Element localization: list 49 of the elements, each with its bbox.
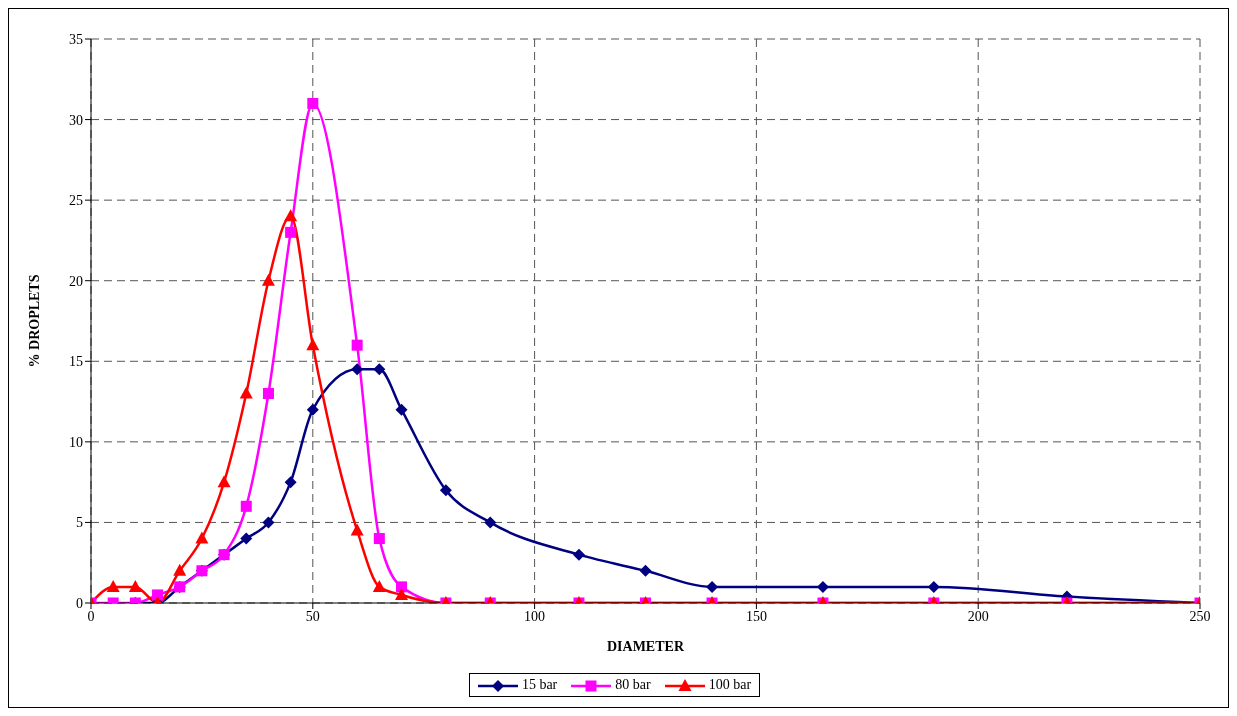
x-tick-label: 200 [967,608,989,624]
point [351,339,363,351]
point [396,581,408,593]
point [484,516,497,529]
point [106,579,120,592]
legend-label: 80 bar [614,677,651,693]
point [240,532,253,545]
x-axis-title: DIAMETER [606,639,685,654]
x-tick-label: 50 [305,608,320,624]
point [195,531,209,544]
point [395,587,409,600]
point [373,363,386,376]
point [572,548,585,561]
point [439,484,452,497]
point [306,403,319,416]
y-tick-label: 25 [69,193,83,209]
x-tick-label: 150 [745,608,767,624]
y-tick-label: 15 [69,354,83,370]
point [639,564,652,577]
y-tick-label: 20 [69,273,83,289]
x-tick-label: 250 [1189,608,1211,624]
legend-label: 15 bar [520,677,558,693]
legend-label: 100 bar [707,677,752,693]
y-tick-label: 35 [69,31,83,47]
point [284,209,298,222]
point [261,273,275,286]
y-tick-label: 0 [76,595,83,611]
y-tick-label: 10 [69,434,83,450]
x-tick-label: 100 [524,608,546,624]
point [285,226,297,238]
point [284,476,297,489]
point [128,579,142,592]
point [152,589,164,601]
point [217,475,231,488]
point [373,533,385,545]
point [372,579,386,592]
point [173,563,187,576]
point [239,386,253,399]
y-tick-label: 5 [76,515,83,531]
point [262,516,275,529]
point [350,523,364,536]
y-tick-label: 30 [69,112,83,128]
point [351,363,364,376]
point [395,403,408,416]
x-tick-label: 0 [87,608,95,624]
point [240,500,252,512]
point [306,338,320,351]
y-axis-title: % DROPLETS [26,274,42,368]
point [262,388,274,400]
